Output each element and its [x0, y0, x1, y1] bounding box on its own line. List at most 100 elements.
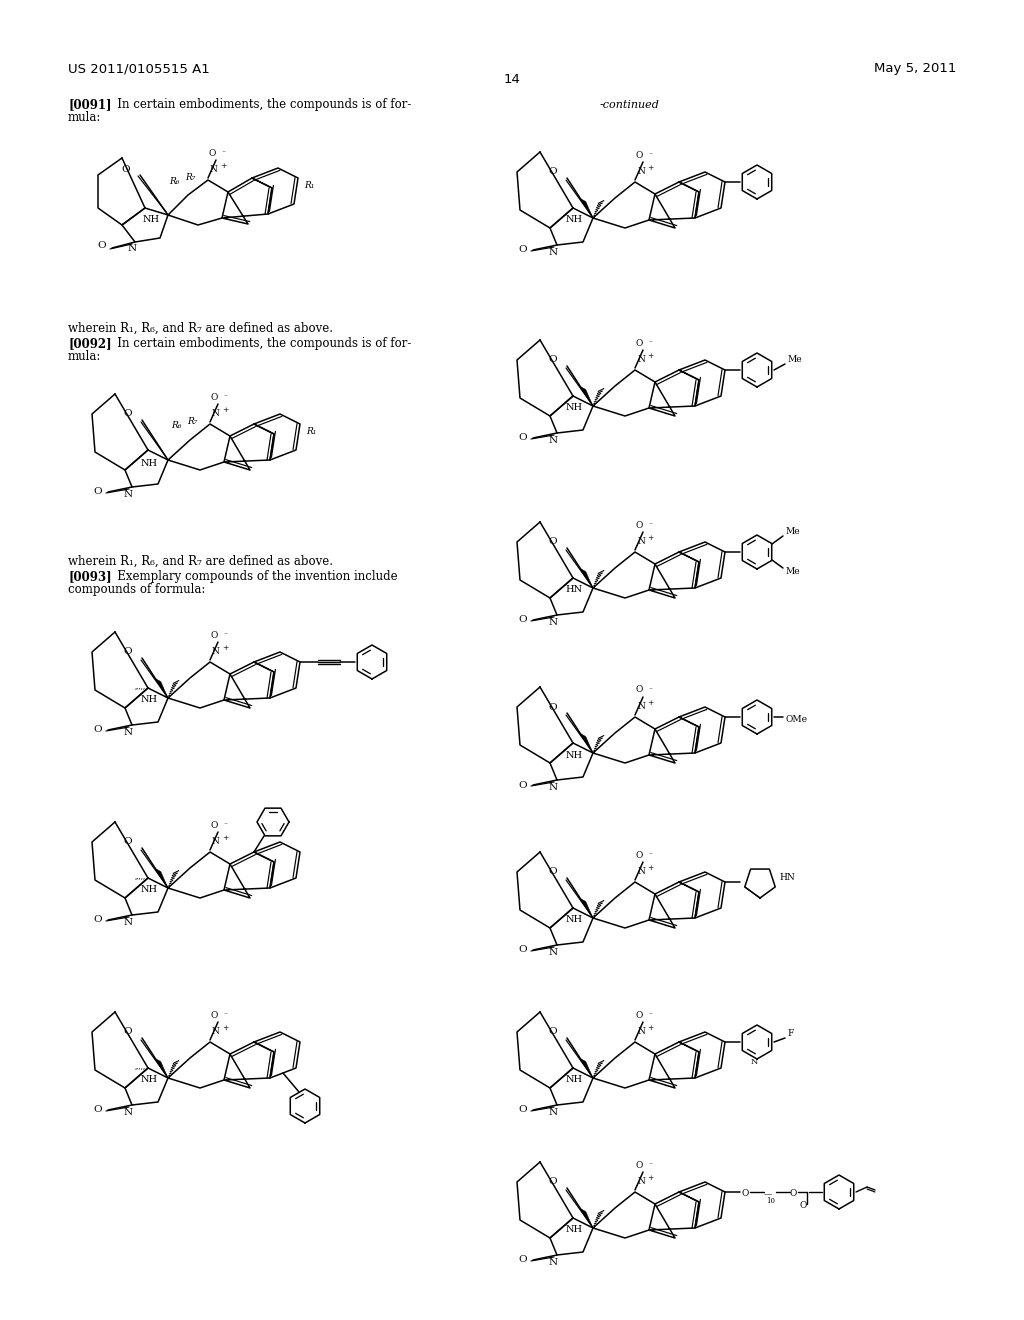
Text: O: O [93, 1106, 102, 1114]
Text: +: + [220, 162, 226, 170]
Text: ⁻: ⁻ [223, 822, 227, 830]
Text: [0091]: [0091] [68, 98, 112, 111]
Text: O: O [549, 1027, 557, 1036]
Text: 10: 10 [766, 1197, 775, 1205]
Text: O: O [519, 945, 527, 954]
Text: N: N [210, 165, 218, 174]
Text: N: N [637, 702, 645, 711]
Text: +: + [647, 164, 653, 172]
Text: N: N [127, 244, 136, 253]
Text: F: F [787, 1030, 794, 1039]
Text: O: O [122, 165, 130, 173]
Text: NH: NH [566, 751, 583, 759]
Text: ⁻: ⁻ [648, 1012, 652, 1020]
Polygon shape [581, 198, 593, 218]
Polygon shape [581, 734, 593, 752]
Text: O: O [519, 1106, 527, 1114]
Text: O: O [635, 850, 643, 859]
Text: R₆: R₆ [171, 421, 181, 430]
Text: O: O [635, 150, 643, 160]
Text: OMe: OMe [785, 714, 807, 723]
Text: O: O [549, 168, 557, 177]
Text: +: + [647, 700, 653, 708]
Text: ⁻: ⁻ [648, 1162, 652, 1170]
Text: ,,,,,: ,,,,, [135, 1063, 146, 1071]
Text: O: O [549, 355, 557, 364]
Text: N: N [637, 168, 645, 176]
Text: May 5, 2011: May 5, 2011 [873, 62, 956, 75]
Text: O: O [124, 1027, 132, 1036]
Text: N: N [549, 436, 557, 445]
Text: N: N [637, 867, 645, 876]
Text: N: N [751, 1059, 758, 1067]
Text: +: + [222, 644, 228, 652]
Text: ⁻: ⁻ [223, 393, 227, 403]
Text: +: + [647, 865, 653, 873]
Text: mula:: mula: [68, 350, 101, 363]
Text: O: O [635, 1160, 643, 1170]
Text: In certain embodiments, the compounds is of for-: In certain embodiments, the compounds is… [106, 98, 412, 111]
Text: N: N [212, 647, 220, 656]
Polygon shape [156, 869, 168, 888]
Text: 14: 14 [504, 73, 520, 86]
Text: ⁻: ⁻ [223, 1012, 227, 1020]
Text: N: N [549, 783, 557, 792]
Text: N: N [549, 1258, 557, 1267]
Text: wherein R₁, R₆, and R₇ are defined as above.: wherein R₁, R₆, and R₇ are defined as ab… [68, 554, 333, 568]
Text: O: O [519, 246, 527, 255]
Text: N: N [212, 837, 220, 846]
Text: N: N [637, 355, 645, 364]
Text: +: + [222, 834, 228, 842]
Text: O: O [635, 520, 643, 529]
Text: O: O [210, 821, 218, 829]
Polygon shape [581, 899, 593, 917]
Text: ,,,,,: ,,,,, [135, 682, 146, 690]
Text: ⁻: ⁻ [648, 341, 652, 348]
Text: R₁: R₁ [306, 428, 316, 437]
Text: ⁻: ⁻ [648, 851, 652, 861]
Text: +: + [222, 407, 228, 414]
Text: O: O [93, 487, 102, 496]
Text: O: O [635, 338, 643, 347]
Text: [0092]: [0092] [68, 337, 112, 350]
Text: O: O [635, 1011, 643, 1019]
Text: O: O [97, 242, 106, 251]
Text: N: N [124, 490, 132, 499]
Text: +: + [647, 1173, 653, 1181]
Text: O: O [93, 916, 102, 924]
Text: O: O [124, 648, 132, 656]
Text: NH: NH [566, 1076, 583, 1085]
Text: O: O [210, 392, 218, 401]
Text: +: + [647, 535, 653, 543]
Polygon shape [581, 1208, 593, 1228]
Text: ⁻: ⁻ [221, 150, 225, 158]
Text: O: O [124, 409, 132, 418]
Text: O: O [124, 837, 132, 846]
Text: N: N [549, 248, 557, 257]
Text: N: N [549, 948, 557, 957]
Text: compounds of formula:: compounds of formula: [68, 583, 206, 597]
Text: O: O [742, 1189, 750, 1199]
Text: N: N [549, 1107, 557, 1117]
Text: N: N [212, 1027, 220, 1036]
Polygon shape [581, 387, 593, 407]
Text: NH: NH [566, 404, 583, 412]
Text: O: O [519, 780, 527, 789]
Text: N: N [124, 917, 132, 927]
Text: O: O [635, 685, 643, 694]
Text: HN: HN [566, 586, 583, 594]
Text: NH: NH [143, 214, 160, 223]
Text: O: O [519, 1255, 527, 1265]
Text: O: O [208, 149, 216, 157]
Text: NH: NH [141, 459, 158, 469]
Text: O: O [519, 615, 527, 624]
Polygon shape [581, 1059, 593, 1078]
Text: mula:: mula: [68, 111, 101, 124]
Text: N: N [637, 1177, 645, 1185]
Text: O: O [519, 433, 527, 442]
Text: ⁻: ⁻ [223, 632, 227, 640]
Text: ⁻: ⁻ [648, 521, 652, 531]
Text: N: N [124, 729, 132, 737]
Text: R₁: R₁ [304, 181, 314, 190]
Text: —: — [764, 1191, 772, 1199]
